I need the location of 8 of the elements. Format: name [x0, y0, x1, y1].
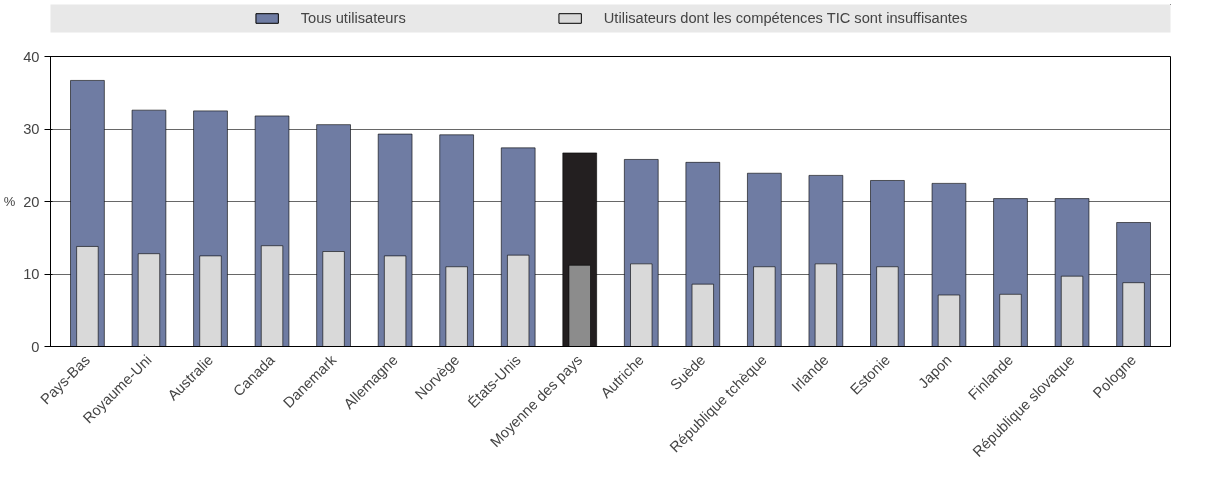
legend-label: Tous utilisateurs — [300, 10, 406, 26]
y-tick-label: 30 — [23, 121, 40, 137]
legend-label: Utilisateurs dont les compétences TIC sont insuffisantes — [603, 10, 968, 26]
y-tick-label: 20 — [23, 193, 40, 210]
y-tick-label: 0 — [31, 338, 40, 355]
y-axis-title: % — [3, 194, 16, 209]
y-tick-label: 40 — [23, 48, 40, 65]
y-tick-label: 10 — [23, 266, 40, 282]
